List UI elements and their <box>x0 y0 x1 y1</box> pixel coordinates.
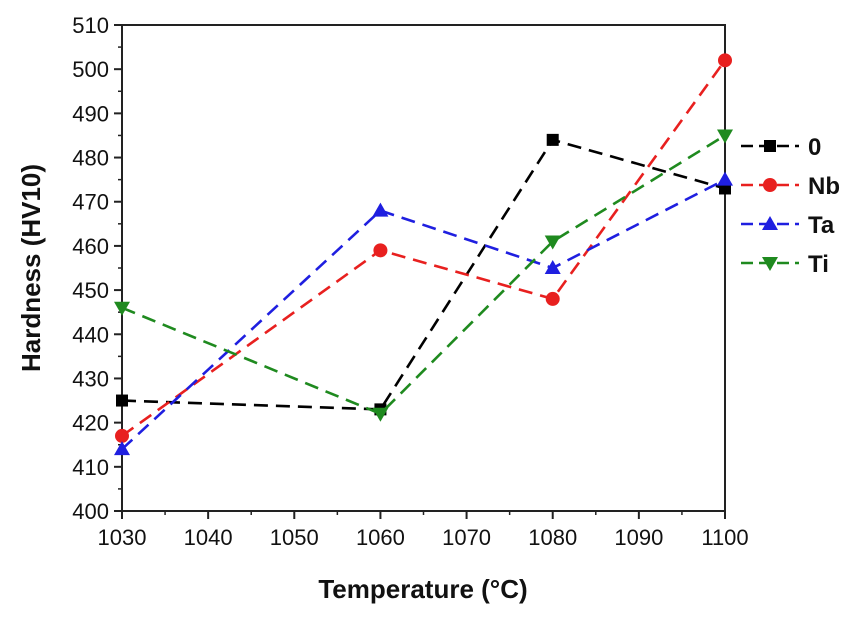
series-0 <box>116 133 731 416</box>
y-tick-label: 440 <box>72 322 109 347</box>
y-tick-label: 500 <box>72 57 109 82</box>
y-tick-label: 510 <box>72 13 109 38</box>
x-tick-label: 1040 <box>184 525 233 550</box>
data-point <box>372 407 389 422</box>
series-line <box>121 178 726 451</box>
y-tick-label: 410 <box>72 455 109 480</box>
legend-marker <box>762 257 778 271</box>
x-tick-label: 1050 <box>270 525 319 550</box>
x-tick-label: 1070 <box>442 525 491 550</box>
data-point <box>114 441 130 456</box>
y-tick-label: 450 <box>72 278 109 303</box>
x-axis-title: Temperature (°C) <box>318 574 527 604</box>
data-point <box>717 171 733 186</box>
legend-marker <box>763 178 777 192</box>
data-point <box>372 202 389 217</box>
series-layer <box>114 53 733 456</box>
series-ta <box>114 171 733 456</box>
series-nb <box>115 53 732 443</box>
data-point <box>115 428 129 443</box>
legend: 0 Nb Ta Ti <box>741 134 840 278</box>
data-point <box>717 129 733 144</box>
legend-entry: Ta <box>741 212 835 239</box>
x-tick-label: 1030 <box>98 525 147 550</box>
legend-marker <box>764 140 776 152</box>
x-tick-label: 1100 <box>701 525 748 550</box>
legend-label: Ti <box>808 251 829 278</box>
y-tick-label: 470 <box>72 190 109 215</box>
y-tick-label: 430 <box>72 366 109 391</box>
data-point <box>114 301 130 316</box>
data-point <box>373 243 388 258</box>
legend-entry: Ti <box>741 251 829 278</box>
y-tick-label: 480 <box>72 146 109 171</box>
axis-ticks: 1030 1040 1050 1060 1070 1080 1090 1100 400 410 42… <box>72 13 748 550</box>
legend-label: Nb <box>808 173 840 200</box>
data-point <box>544 235 561 250</box>
legend-marker <box>762 216 778 230</box>
legend-label: 0 <box>808 134 821 161</box>
y-axis-title: Hardness (HV10) <box>16 164 46 372</box>
y-tick-label: 400 <box>72 499 109 524</box>
y-tick-label: 420 <box>72 411 109 436</box>
data-point <box>718 53 732 68</box>
plot-frame <box>121 24 726 512</box>
x-tick-label: 1090 <box>614 525 663 550</box>
legend-entry: 0 <box>741 134 821 161</box>
legend-label: Ta <box>808 212 835 239</box>
x-tick-label: 1080 <box>528 525 577 550</box>
y-tick-label: 460 <box>72 234 109 259</box>
series-line <box>121 59 727 437</box>
series-line <box>121 134 726 416</box>
series-ti <box>114 129 733 422</box>
data-point <box>546 133 559 146</box>
legend-entry: Nb <box>741 173 840 200</box>
y-tick-label: 490 <box>72 101 109 126</box>
data-point <box>544 260 561 274</box>
data-point <box>116 394 128 407</box>
data-point <box>545 291 560 306</box>
x-tick-label: 1060 <box>356 525 405 550</box>
